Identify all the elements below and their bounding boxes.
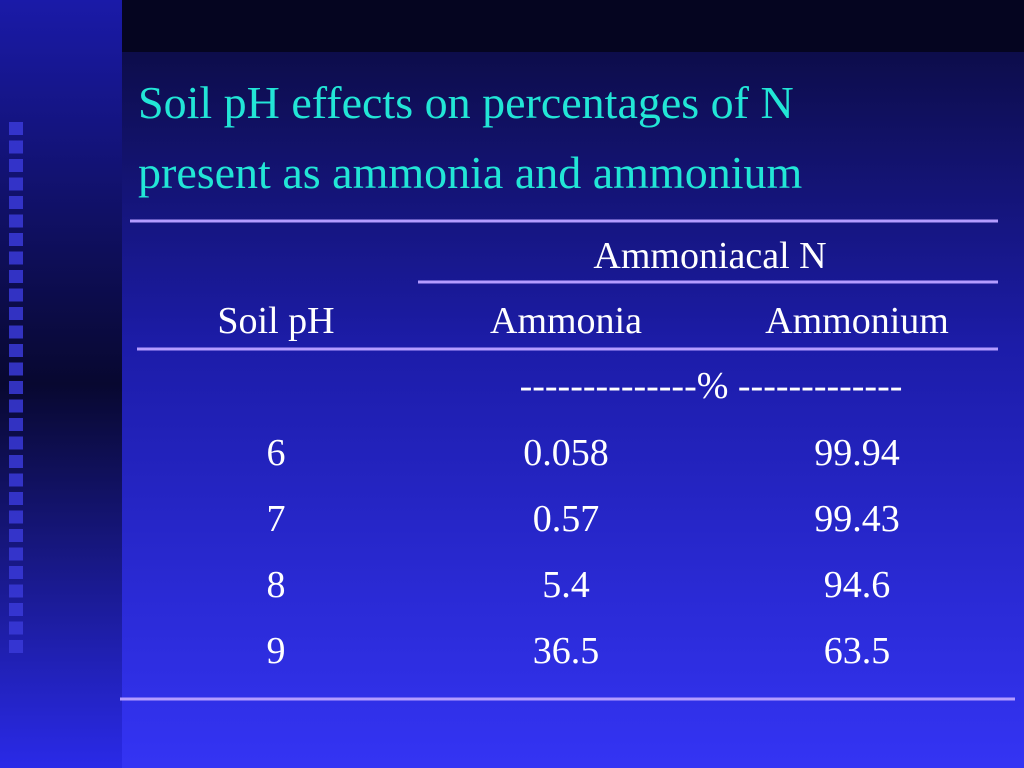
decor-square: [9, 122, 23, 135]
table-cell: 94.6: [824, 564, 891, 606]
decor-square: [9, 344, 23, 357]
table-body: 6 0.058 99.94 7 0.57 99.43 8 5.4 94.6 9 36.5 63.5: [267, 432, 900, 672]
decor-square: [9, 566, 23, 579]
table-cell: 0.058: [523, 432, 609, 474]
decor-square: [9, 159, 23, 172]
decor-square: [9, 584, 23, 598]
title-line: present as ammonia and ammonium: [138, 147, 803, 198]
decor-square: [9, 196, 23, 209]
decor-square: [9, 307, 23, 320]
decor-square: [9, 418, 23, 431]
decor-square: [9, 251, 23, 265]
column-header: Ammonia: [490, 300, 642, 342]
decor-squares: [9, 122, 23, 653]
decor-square: [9, 140, 23, 154]
table-cell: 6: [267, 432, 286, 474]
decor-square: [9, 177, 23, 191]
column-header: Soil pH: [217, 300, 334, 342]
decor-square: [9, 288, 23, 302]
decor-square: [9, 214, 23, 228]
decor-square: [9, 233, 23, 246]
table-cell: 8: [267, 564, 286, 606]
table-cell: 99.43: [814, 498, 900, 540]
decor-square: [9, 455, 23, 468]
group-header: Ammoniacal N: [593, 235, 826, 277]
top-band: [122, 0, 1024, 52]
decor-square: [9, 492, 23, 505]
decor-square: [9, 603, 23, 616]
decor-square: [9, 547, 23, 561]
table-cell: 36.5: [533, 630, 600, 672]
decor-square: [9, 510, 23, 524]
column-header: Ammonium: [765, 300, 949, 342]
decor-square: [9, 640, 23, 653]
decor-square: [9, 399, 23, 413]
decor-square: [9, 325, 23, 339]
title-line: Soil pH effects on percentages of N: [138, 77, 794, 128]
table-cell: 9: [267, 630, 286, 672]
units-row: --------------% -------------: [520, 365, 903, 407]
decor-square: [9, 436, 23, 450]
table-cell: 99.94: [814, 432, 900, 474]
decor-square: [9, 473, 23, 487]
table-cell: 7: [267, 498, 286, 540]
decor-square: [9, 381, 23, 394]
table-cell: 63.5: [824, 630, 891, 672]
decor-square: [9, 362, 23, 376]
decor-square: [9, 529, 23, 542]
decor-square: [9, 270, 23, 283]
table-cell: 0.57: [533, 498, 600, 540]
decor-square: [9, 621, 23, 635]
table-cell: 5.4: [542, 564, 590, 606]
